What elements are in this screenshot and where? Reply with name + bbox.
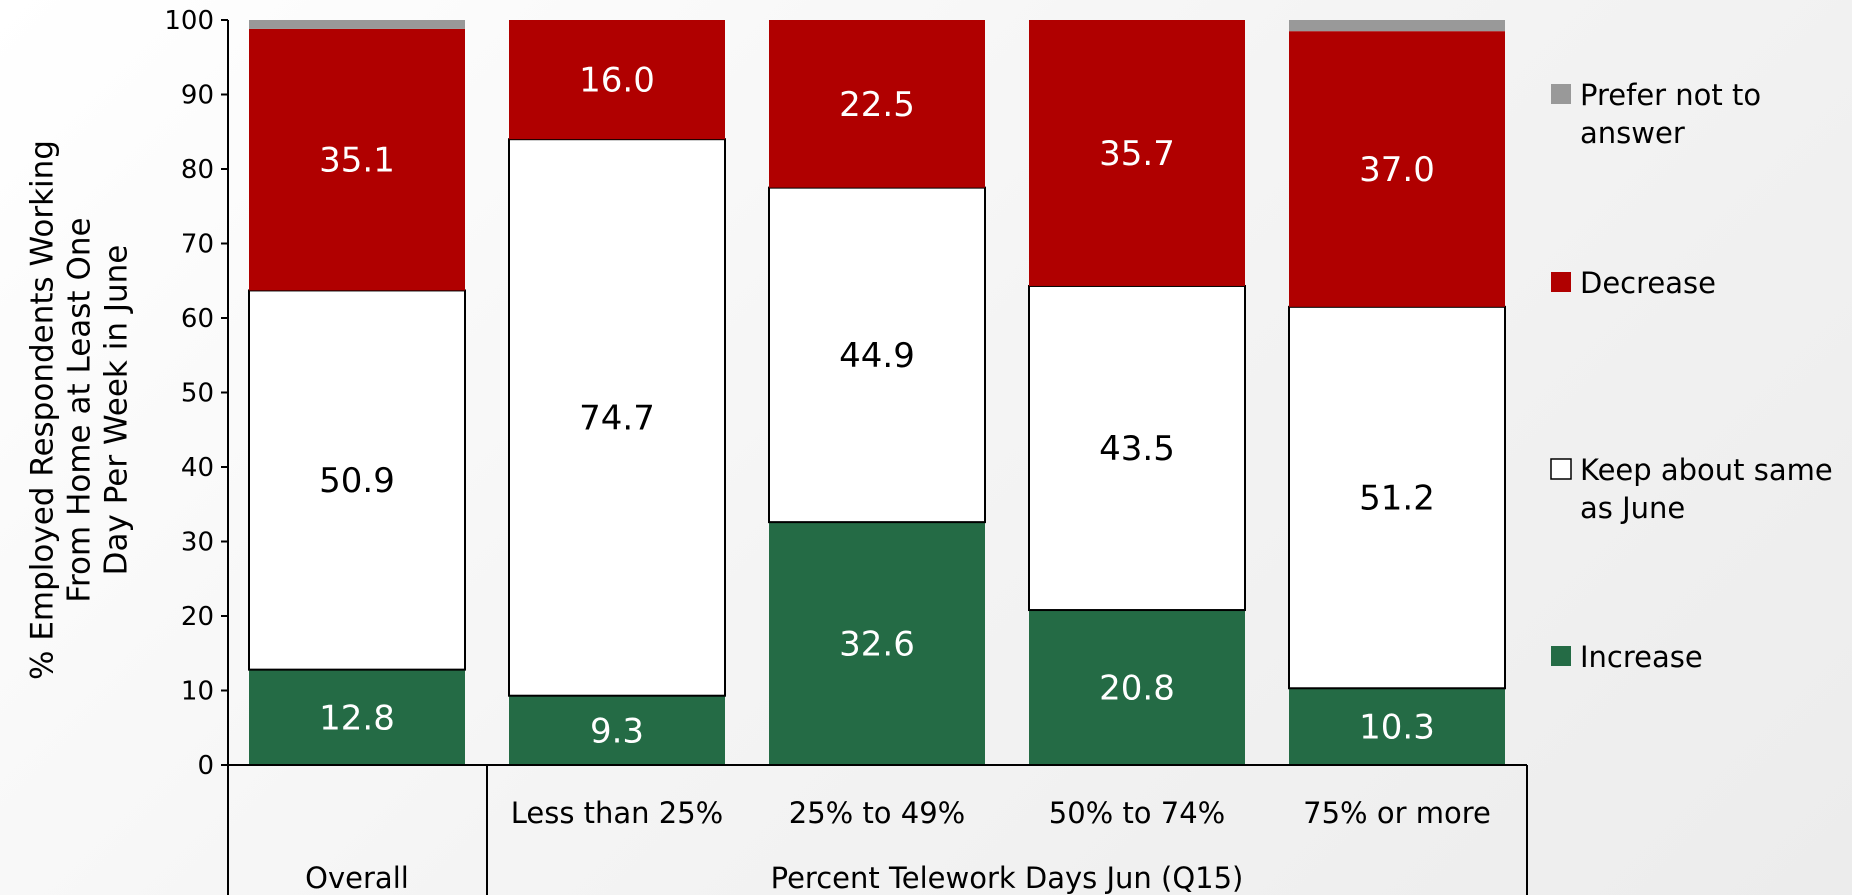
bar-segment bbox=[768, 186, 986, 524]
bar-segment bbox=[769, 20, 985, 188]
data-label: 10.3 bbox=[1359, 708, 1435, 748]
data-label: 12.8 bbox=[319, 698, 395, 738]
bar-segment bbox=[509, 695, 725, 765]
legend-swatch bbox=[1550, 458, 1572, 480]
bar-segment bbox=[1289, 688, 1505, 765]
data-label: 74.7 bbox=[579, 398, 655, 438]
y-tick-label: 10 bbox=[181, 677, 214, 707]
y-tick-label: 50 bbox=[181, 379, 214, 409]
bar-segment bbox=[249, 28, 465, 291]
bar-segment bbox=[249, 20, 465, 29]
x-group-label: Percent Telework Days Jun (Q15) bbox=[771, 861, 1244, 895]
legend-swatch bbox=[1551, 646, 1571, 666]
y-tick-label: 60 bbox=[181, 304, 214, 334]
data-label: 37.0 bbox=[1359, 150, 1435, 190]
legend-label: Decrease bbox=[1580, 266, 1716, 300]
data-label: 20.8 bbox=[1099, 669, 1175, 709]
data-label: 43.5 bbox=[1099, 429, 1175, 469]
x-tick-label: 50% to 74% bbox=[1049, 796, 1225, 830]
legend-label: Prefer not to bbox=[1580, 78, 1761, 112]
bar-segment bbox=[249, 669, 465, 765]
y-tick-label: 100 bbox=[164, 6, 214, 36]
data-label: 35.7 bbox=[1099, 134, 1175, 174]
bar-segment bbox=[1029, 610, 1245, 765]
bar-segment bbox=[508, 138, 726, 697]
y-tick-label: 30 bbox=[181, 528, 214, 558]
bar-segment bbox=[1288, 305, 1506, 690]
bar-segment bbox=[1028, 284, 1246, 612]
legend-label: as June bbox=[1580, 491, 1685, 525]
data-label: 32.6 bbox=[839, 625, 915, 665]
data-label: 22.5 bbox=[839, 85, 915, 125]
legend-label: answer bbox=[1580, 116, 1685, 150]
y-tick-label: 70 bbox=[181, 230, 214, 260]
bar-segment bbox=[1029, 20, 1245, 286]
x-tick-label: Less than 25% bbox=[511, 796, 724, 830]
data-label: 9.3 bbox=[590, 711, 644, 751]
y-tick-label: 80 bbox=[181, 155, 214, 185]
data-label: 16.0 bbox=[579, 61, 655, 101]
legend-swatch bbox=[1551, 272, 1571, 292]
x-tick-label: Overall bbox=[305, 861, 409, 895]
data-label: 44.9 bbox=[839, 336, 915, 376]
data-label: 51.2 bbox=[1359, 479, 1435, 519]
data-label: 35.1 bbox=[319, 141, 395, 181]
y-tick-label: 0 bbox=[197, 751, 214, 781]
x-tick-label: 75% or more bbox=[1303, 796, 1491, 830]
legend-label: Increase bbox=[1580, 640, 1703, 674]
bar-segment bbox=[509, 20, 725, 140]
legend-label: Keep about same bbox=[1580, 453, 1833, 487]
bar-segment bbox=[1289, 31, 1505, 307]
bar-segment bbox=[248, 289, 466, 671]
y-tick-label: 20 bbox=[181, 602, 214, 632]
legend-swatch bbox=[1551, 84, 1571, 104]
x-tick-label: 25% to 49% bbox=[789, 796, 965, 830]
y-tick-label: 40 bbox=[181, 453, 214, 483]
y-tick-label: 90 bbox=[181, 81, 214, 111]
bar-segment bbox=[1289, 20, 1505, 32]
data-label: 50.9 bbox=[319, 461, 395, 501]
bar-segment bbox=[769, 522, 985, 765]
